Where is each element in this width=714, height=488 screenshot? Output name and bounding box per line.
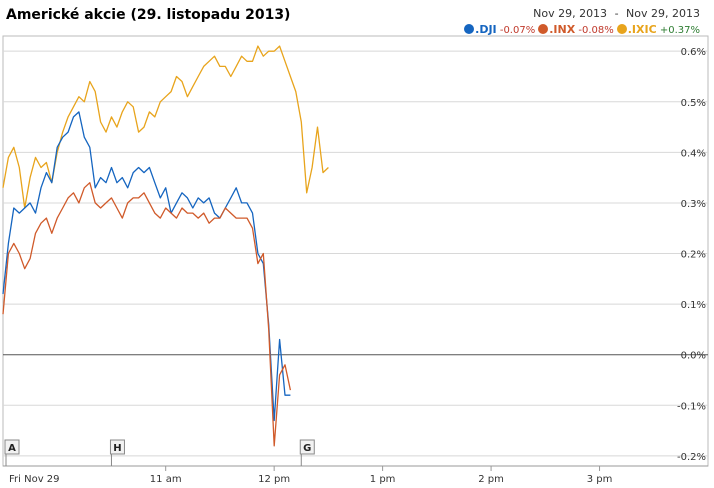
news-flag-label: H [113,443,121,454]
news-flag-g[interactable] [299,439,315,455]
range-separator: - [614,7,619,20]
y-tick-label: -0.2% [677,452,706,463]
series-line-inx [2,182,292,447]
legend-item-dji[interactable]: .DJI -0.07% [464,23,535,36]
news-flag-label: G [303,443,311,454]
legend-dot-icon [464,24,475,34]
x-tick-label: 3 pm [587,474,613,485]
series-line-dji [2,111,291,422]
news-flag-label: A [8,443,16,454]
plot-frame [2,35,709,467]
legend-series-change: +0.37% [656,25,700,36]
legend: .DJI -0.07% .INX -0.08% .IXIC +0.37% [461,23,700,36]
series-line-ixic [2,45,329,209]
x-tick-label: 1 pm [370,474,396,485]
y-tick-label: 0.2% [681,250,706,261]
range-end: Nov 29, 2013 [626,7,700,20]
y-tick-label: 0.6% [681,47,706,58]
y-tick-label: 0.3% [681,199,706,210]
news-flag-a[interactable] [4,439,20,455]
legend-item-ixic[interactable]: .IXIC +0.37% [616,23,700,36]
legend-dot-icon [538,24,549,34]
legend-series-name: .IXIC [627,23,657,36]
y-tick-label: 0.0% [681,351,706,362]
y-tick-label: 0.1% [681,300,706,311]
y-tick-label: -0.1% [677,401,706,412]
legend-dot-icon [616,24,627,34]
x-tick-label: 2 pm [478,474,504,485]
news-flag-h[interactable] [109,439,125,455]
y-tick-label: 0.4% [681,148,706,159]
legend-series-change: -0.07% [496,25,536,36]
legend-series-name: .DJI [475,23,497,36]
date-range: Nov 29, 2013 - Nov 29, 2013 [533,7,700,20]
legend-item-inx[interactable]: .INX -0.08% [538,23,614,36]
x-tick-label: 12 pm [258,474,290,485]
legend-series-name: .INX [549,23,576,36]
legend-series-change: -0.08% [575,25,614,36]
y-tick-label: 0.5% [681,98,706,109]
x-tick-label: 11 am [150,474,182,485]
chart-title: Americké akcie (29. listopadu 2013) [6,7,291,23]
x-tick-label: Fri Nov 29 [9,474,60,485]
range-start: Nov 29, 2013 [533,7,608,20]
